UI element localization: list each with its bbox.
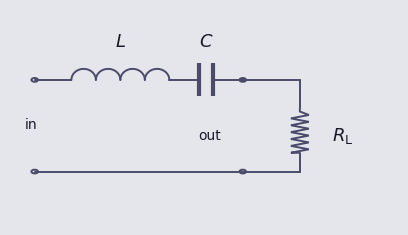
Text: in: in <box>24 118 37 132</box>
Text: $\mathit{R}_\mathsf{L}$: $\mathit{R}_\mathsf{L}$ <box>332 126 353 146</box>
Text: out: out <box>199 129 222 143</box>
Text: $\mathit{C}$: $\mathit{C}$ <box>199 33 213 51</box>
Text: $\mathit{L}$: $\mathit{L}$ <box>115 33 126 51</box>
